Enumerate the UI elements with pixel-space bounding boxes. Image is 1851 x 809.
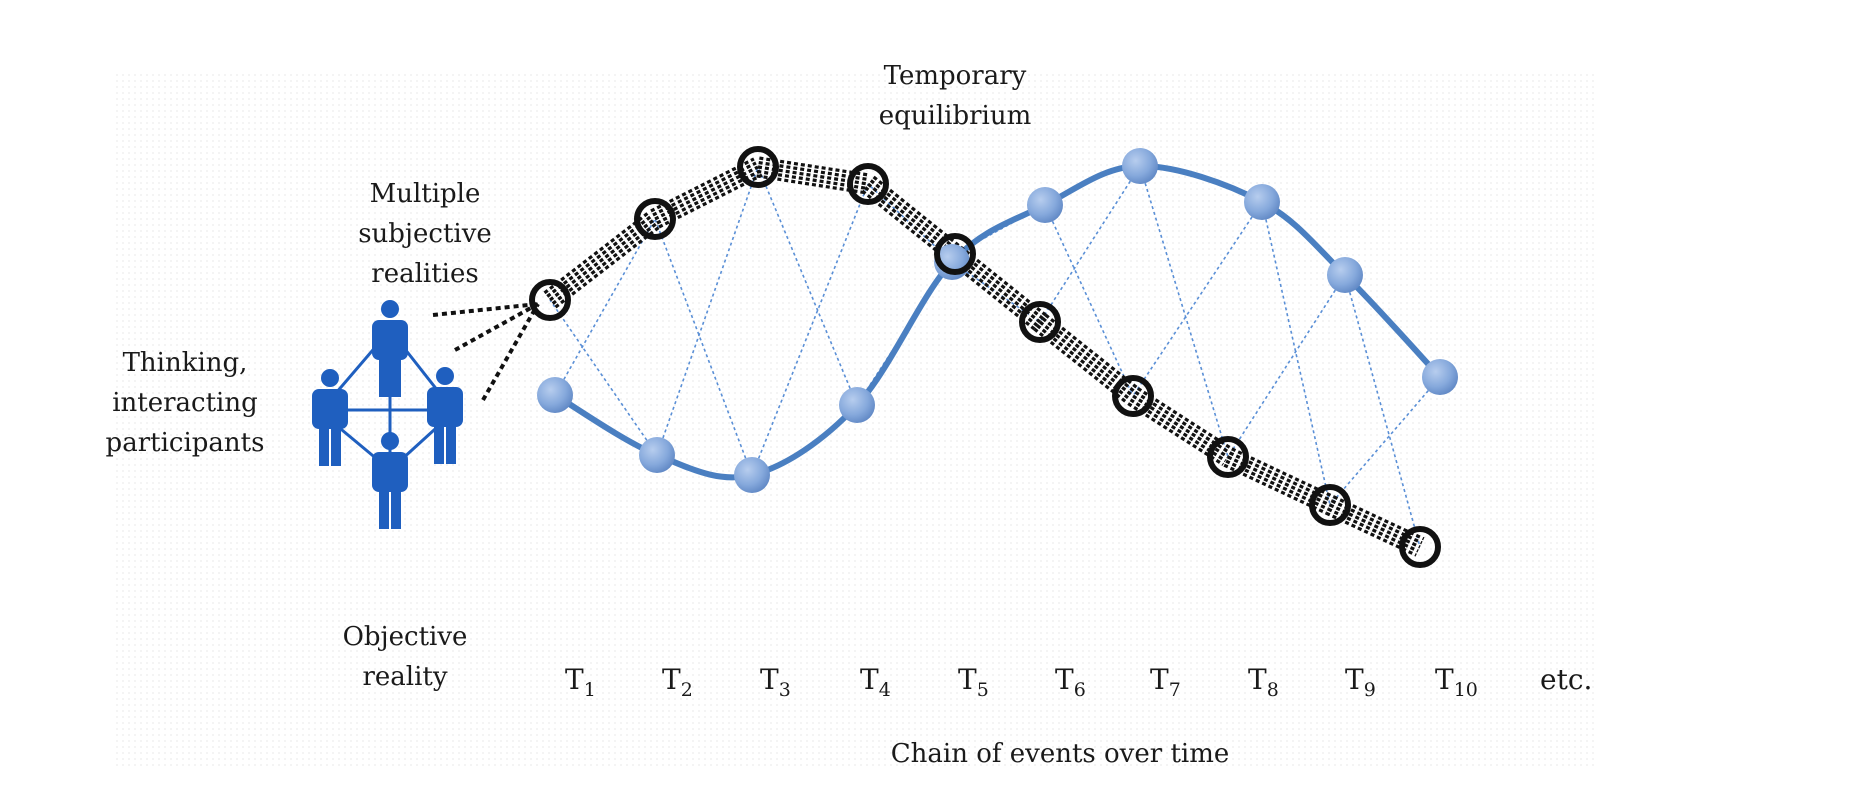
etc-label: etc. xyxy=(1540,663,1593,696)
time-tick-label: T10 xyxy=(1435,663,1478,701)
objective-node xyxy=(839,387,875,423)
cross-link-line xyxy=(751,183,869,476)
subjective-node xyxy=(1399,526,1441,568)
cross-link-line xyxy=(1227,274,1346,458)
thinking-line3: participants xyxy=(105,428,265,458)
person-icon xyxy=(312,369,348,466)
time-tick-label: T7 xyxy=(1150,663,1181,701)
time-tick-label: T8 xyxy=(1248,663,1279,701)
subjective-strand xyxy=(546,214,654,298)
time-tick-label: T9 xyxy=(1345,663,1376,701)
subjective-strand xyxy=(1044,313,1140,391)
thinking-line2: interacting xyxy=(112,388,258,418)
multiple-subjective-realities-label: Multiple subjective realities xyxy=(350,174,500,294)
subjective-node xyxy=(1207,436,1249,478)
cross-link-line xyxy=(656,166,759,456)
subjective-strand xyxy=(656,169,761,225)
subjective-strand xyxy=(652,161,757,217)
cross-link-line xyxy=(1039,165,1141,323)
person-icon xyxy=(372,432,408,529)
objective-node xyxy=(734,457,770,493)
cross-link-line xyxy=(1329,376,1441,506)
temporary-equilibrium-label: Temporary equilibrium xyxy=(860,56,1050,136)
cross-link-line xyxy=(549,299,658,456)
subjective-node xyxy=(1019,301,1061,343)
subjective-node xyxy=(737,146,779,188)
multiple-line2: subjective xyxy=(358,219,492,249)
objective-node xyxy=(1244,184,1280,220)
subjective-strand xyxy=(554,224,662,309)
thinking-line1: Thinking, xyxy=(122,348,248,378)
cross-link-line xyxy=(757,166,858,406)
cross-link-line xyxy=(1261,201,1331,506)
time-tick-label: T5 xyxy=(958,663,989,701)
participant-link xyxy=(454,302,539,352)
participant-link xyxy=(481,303,540,401)
subjective-node xyxy=(1309,484,1351,526)
subjective-node xyxy=(1112,375,1154,417)
subjective-strand xyxy=(1033,327,1129,405)
objective-reality-curve xyxy=(552,162,1443,481)
subjective-node xyxy=(847,163,889,205)
cross-link-line xyxy=(554,218,656,396)
person-icon xyxy=(372,300,408,397)
subjective-node xyxy=(934,233,976,275)
subjective-strand xyxy=(543,210,651,295)
cross-link-line xyxy=(1139,165,1229,458)
objective-reality-label: Objective reality xyxy=(335,617,475,697)
objective-line1: Objective xyxy=(342,622,468,652)
objective-node xyxy=(1422,359,1458,395)
time-tick-label: T3 xyxy=(760,663,791,701)
subjective-strand xyxy=(549,217,656,302)
thinking-participants-label: Thinking, interacting participants xyxy=(95,343,275,463)
cross-link-line xyxy=(1132,201,1263,397)
objective-node xyxy=(1122,148,1158,184)
multiple-line1: Multiple xyxy=(369,179,481,209)
cross-link-line xyxy=(1044,204,1134,397)
time-tick-label: T2 xyxy=(662,663,693,701)
objective-node xyxy=(1027,187,1063,223)
subjective-strand xyxy=(551,221,659,305)
subjective-node xyxy=(529,279,571,321)
cross-link-line xyxy=(654,218,753,476)
time-tick-label: T1 xyxy=(565,663,596,701)
person-icon xyxy=(427,367,463,464)
objective-node xyxy=(537,377,573,413)
objective-node xyxy=(639,437,675,473)
subjective-strand xyxy=(650,157,755,213)
subjective-strand xyxy=(654,165,759,221)
multiple-line3: realities xyxy=(371,259,479,289)
cross-links xyxy=(549,165,1441,548)
objective-nodes xyxy=(537,148,1458,493)
objective-line2: reality xyxy=(362,662,448,692)
time-tick-label: T6 xyxy=(1055,663,1086,701)
subjective-strand xyxy=(658,173,763,229)
temporary-equilibrium-line1: Temporary xyxy=(883,61,1027,91)
temporary-equilibrium-line2: equilibrium xyxy=(878,101,1032,131)
objective-node xyxy=(1327,257,1363,293)
cross-link-line xyxy=(1344,274,1421,548)
subjective-node xyxy=(634,198,676,240)
group-of-people-icon xyxy=(312,300,463,529)
axis-title: Chain of events over time xyxy=(890,739,1230,769)
time-tick-label: T4 xyxy=(860,663,891,701)
subjective-nodes xyxy=(529,146,1441,568)
